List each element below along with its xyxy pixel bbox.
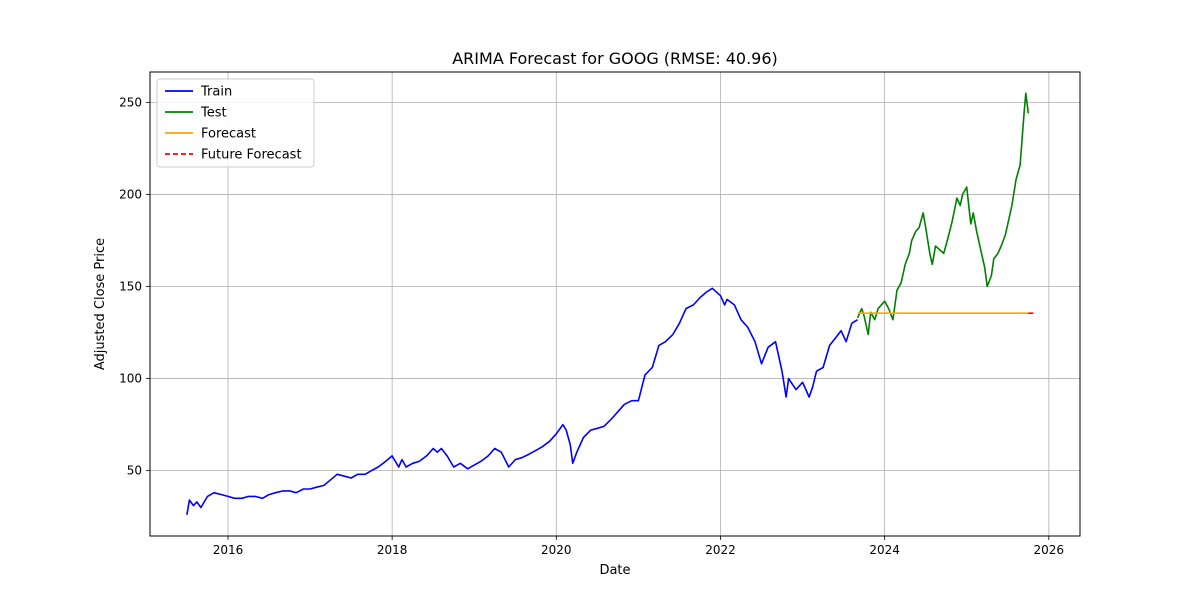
series-line-train xyxy=(186,287,859,515)
legend-label: Train xyxy=(200,85,232,100)
x-tick-label: 2022 xyxy=(705,543,736,557)
x-tick-label: 2016 xyxy=(213,543,244,557)
x-tick-label: 2024 xyxy=(869,543,900,557)
series-line-test xyxy=(856,92,1030,336)
plot-frame xyxy=(149,71,1081,537)
y-axis-label: Adjusted Close Price xyxy=(93,238,108,370)
x-tick-label: 2018 xyxy=(377,543,408,557)
y-tick-label: 100 xyxy=(119,372,142,386)
legend-label: Future Forecast xyxy=(201,148,302,163)
chart-title: ARIMA Forecast for GOOG (RMSE: 40.96) xyxy=(452,49,778,68)
x-tick-label: 2026 xyxy=(1034,543,1065,557)
plot-series xyxy=(186,92,1035,515)
x-axis: 2016 2018 2020 2022 2024 2026 xyxy=(213,536,1064,557)
legend-label: Test xyxy=(200,106,227,121)
legend-box xyxy=(156,78,315,168)
y-tick-label: 150 xyxy=(119,280,142,294)
x-tick-label: 2020 xyxy=(541,543,572,557)
y-tick-label: 250 xyxy=(119,95,142,109)
x-axis-label: Date xyxy=(599,563,630,578)
y-tick-label: 200 xyxy=(119,187,142,201)
legend-label: Forecast xyxy=(201,127,256,142)
y-axis: 50 100 150 200 250 xyxy=(119,95,150,478)
y-tick-label: 50 xyxy=(127,464,142,478)
legend: Train Test Forecast Future Forecast xyxy=(156,78,315,168)
